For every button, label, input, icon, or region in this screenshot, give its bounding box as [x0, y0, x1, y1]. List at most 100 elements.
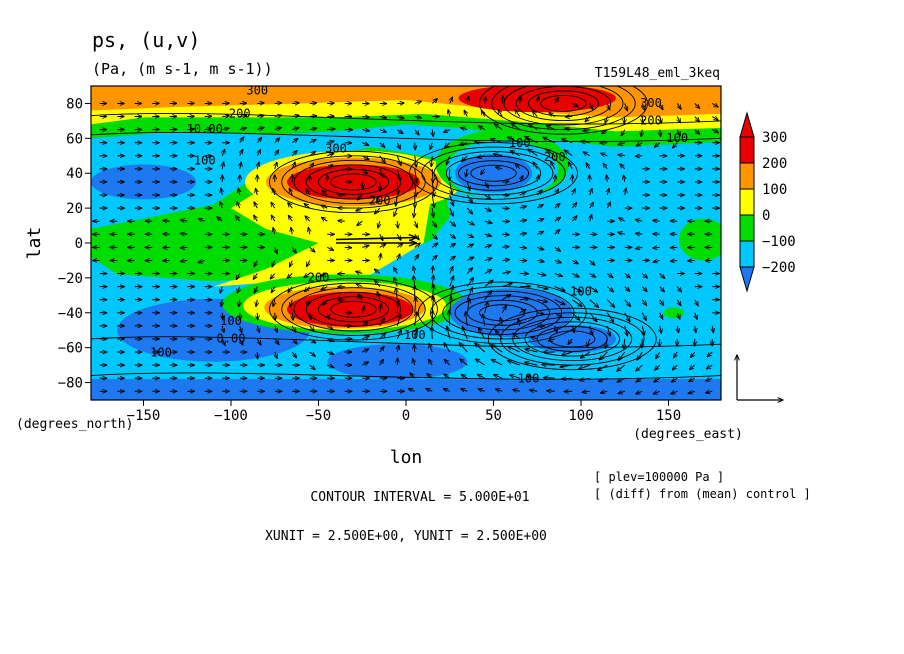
- y-tick-label: 0: [75, 236, 83, 252]
- diff-note: [ (diff) from (mean) control ]: [594, 487, 811, 501]
- wind-vector: [444, 374, 451, 378]
- wind-vector: [555, 98, 559, 104]
- wind-vector: [327, 247, 333, 250]
- wind-vector: [484, 270, 492, 274]
- wind-vector: [374, 269, 381, 274]
- wind-vector: [525, 349, 538, 353]
- wind-vector: [396, 194, 398, 206]
- wind-vector: [546, 149, 556, 157]
- wind-vector: [444, 359, 451, 366]
- wind-vector: [163, 221, 170, 222]
- contour-line: [330, 300, 377, 318]
- contour-label: 200: [640, 113, 662, 127]
- contour-label: 300: [325, 141, 347, 155]
- contour-label: 100: [518, 372, 540, 386]
- wind-vector: [292, 312, 293, 320]
- wind-vector: [660, 325, 662, 333]
- wind-vector: [327, 129, 335, 130]
- x-tick-label: 0: [402, 408, 410, 424]
- wind-vector: [673, 351, 677, 358]
- wind-vector: [323, 299, 328, 305]
- wind-vector: [394, 207, 397, 216]
- wind-vector: [466, 194, 472, 203]
- wind-vector: [288, 215, 292, 222]
- wind-vector: [432, 296, 433, 313]
- wind-vector: [271, 286, 274, 293]
- y-tick-label: −20: [58, 271, 83, 287]
- wind-vector: [415, 221, 418, 227]
- wind-vector: [291, 351, 296, 358]
- wind-vector: [274, 115, 282, 116]
- y-tick-label: 80: [66, 96, 83, 112]
- wind-vector: [484, 291, 492, 300]
- wind-vector: [327, 365, 334, 367]
- wind-vector: [467, 181, 470, 191]
- wind-vector: [542, 365, 555, 366]
- wind-vector: [598, 377, 608, 381]
- wind-vector: [292, 162, 295, 170]
- wind-vector: [308, 227, 309, 235]
- wind-vector: [586, 163, 590, 170]
- wind-vector: [309, 338, 316, 343]
- wind-vector: [414, 101, 422, 103]
- wind-vector: [599, 351, 608, 360]
- wind-vector: [477, 156, 485, 158]
- wind-vector: [257, 312, 258, 320]
- wind-vector: [491, 139, 503, 144]
- wind-vector: [635, 233, 643, 234]
- wind-vector: [625, 188, 626, 196]
- contour-line: [503, 86, 624, 126]
- wind-vector: [515, 163, 521, 170]
- wind-vector: [706, 365, 713, 369]
- wind-vector: [507, 137, 520, 144]
- wind-vector: [292, 247, 296, 253]
- wind-vector: [572, 325, 574, 333]
- wind-vector: [484, 302, 488, 313]
- wind-vector: [362, 245, 369, 247]
- contour-line: [305, 291, 402, 327]
- wind-vector: [520, 176, 523, 183]
- wind-vector: [397, 300, 398, 313]
- wind-vector: [484, 234, 492, 236]
- wind-vector: [485, 96, 486, 104]
- wind-vector: [582, 391, 590, 392]
- wind-vector: [513, 390, 520, 392]
- wind-vector: [274, 127, 282, 129]
- wind-vector: [309, 325, 315, 332]
- wind-vector: [636, 143, 643, 146]
- wind-vector: [695, 299, 698, 306]
- wind-vector: [528, 149, 538, 157]
- wind-vector: [237, 286, 240, 294]
- wind-vector: [494, 124, 503, 131]
- wind-vector: [466, 207, 472, 214]
- wind-vector: [537, 247, 544, 249]
- wind-vector: [450, 266, 453, 274]
- wind-vector: [379, 347, 384, 353]
- wind-vector: [671, 378, 678, 382]
- contour-interval: CONTOUR INTERVAL = 5.000E+01: [310, 490, 529, 505]
- wind-vector: [561, 378, 573, 379]
- y-tick-label: 20: [66, 201, 83, 217]
- wind-vector: [432, 181, 434, 196]
- wind-vector: [240, 137, 244, 143]
- wind-vector: [304, 274, 311, 278]
- field-south-pole: [91, 379, 721, 400]
- wind-vector: [380, 359, 384, 366]
- wind-vector: [426, 388, 433, 391]
- wind-vector: [461, 375, 468, 379]
- wind-vector: [449, 285, 453, 300]
- wind-vector: [273, 299, 275, 307]
- wind-vector: [432, 208, 433, 217]
- wind-vector: [292, 128, 299, 130]
- wind-vector: [590, 214, 592, 222]
- field-north-high-red: [287, 164, 420, 200]
- wind-vector: [431, 220, 436, 227]
- contour-line: [281, 282, 426, 336]
- wind-vector: [690, 351, 696, 358]
- contour-label: 0.00: [217, 331, 246, 345]
- wind-vector: [275, 150, 279, 157]
- wind-vector: [587, 338, 590, 347]
- wind-vector: [624, 338, 625, 349]
- wind-vector: [484, 194, 491, 199]
